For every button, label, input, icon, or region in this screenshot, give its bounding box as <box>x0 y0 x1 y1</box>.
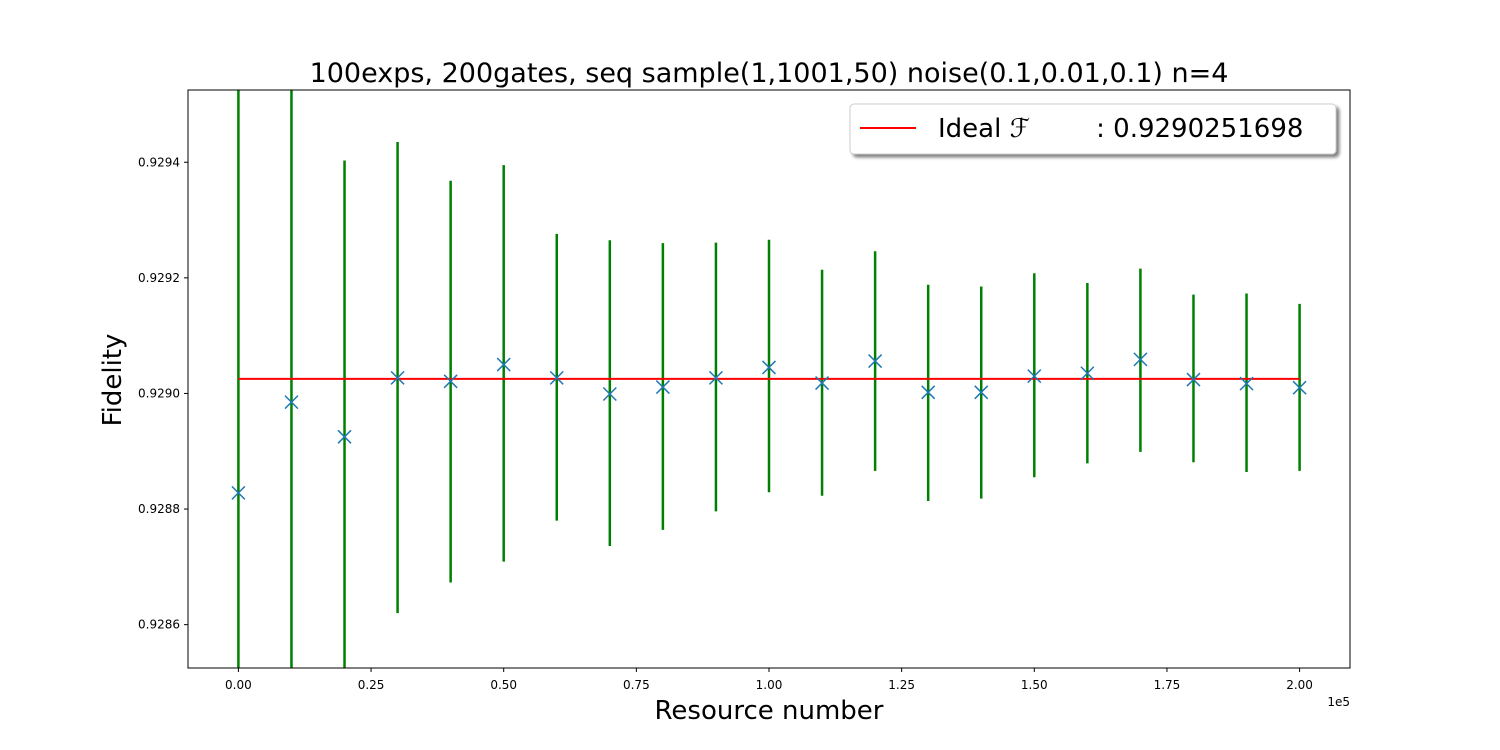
data-point <box>815 376 830 391</box>
data-point <box>1027 369 1042 384</box>
data-point <box>1239 376 1254 391</box>
x-axis: 0.00 0.25 0.50 0.75 1.00 1.25 1.50 1.75 2.00 <box>225 668 1313 692</box>
data-point <box>1186 372 1201 387</box>
data-point <box>1080 366 1095 381</box>
chart-title: 100exps, 200gates, seq sample(1,1001,50)… <box>310 58 1229 89</box>
data-point <box>921 385 936 400</box>
x-tick-label: 0.50 <box>490 678 517 692</box>
y-axis-label: Fidelity <box>98 334 128 427</box>
data-point <box>390 370 405 385</box>
legend-ideal-label: Ideal ℱ : 0.9290251698 <box>938 114 1303 144</box>
data-point <box>761 360 777 375</box>
data-point <box>443 374 458 389</box>
data-point <box>602 386 617 402</box>
x-tick-label: 1.50 <box>1021 678 1048 692</box>
data-point <box>231 485 246 500</box>
x-tick-label: 2.00 <box>1286 678 1313 692</box>
data-point <box>1292 380 1307 395</box>
x-tick-label: 0.25 <box>358 678 385 692</box>
data-point <box>284 395 299 410</box>
data-point <box>496 357 511 372</box>
y-tick-label: 0.9294 <box>138 155 180 169</box>
data-point <box>337 429 352 444</box>
data-point <box>549 370 564 385</box>
data-point <box>1133 352 1148 367</box>
x-tick-label: 1.00 <box>756 678 783 692</box>
legend: Ideal ℱ : 0.9290251698 <box>849 103 1337 155</box>
legend-box <box>849 103 1337 155</box>
x-tick-label: 0.75 <box>623 678 650 692</box>
data-point <box>708 370 723 385</box>
x-tick-label: 0.00 <box>225 678 252 692</box>
x-tick-label: 1.25 <box>888 678 915 692</box>
x-axis-label: Resource number <box>655 696 884 726</box>
data-point <box>655 380 670 395</box>
y-tick-label: 0.9292 <box>138 271 180 285</box>
y-tick-label: 0.9290 <box>138 386 180 400</box>
plot-area <box>231 90 1307 668</box>
y-tick-label: 0.9286 <box>138 618 180 632</box>
x-offset-label: 1e5 <box>1327 695 1350 709</box>
data-point <box>974 385 989 400</box>
y-axis: 0.9286 0.9288 0.9290 0.9292 0.9294 <box>138 155 188 632</box>
x-tick-label: 1.75 <box>1154 678 1181 692</box>
y-tick-label: 0.9288 <box>138 502 180 516</box>
data-point <box>868 354 883 369</box>
